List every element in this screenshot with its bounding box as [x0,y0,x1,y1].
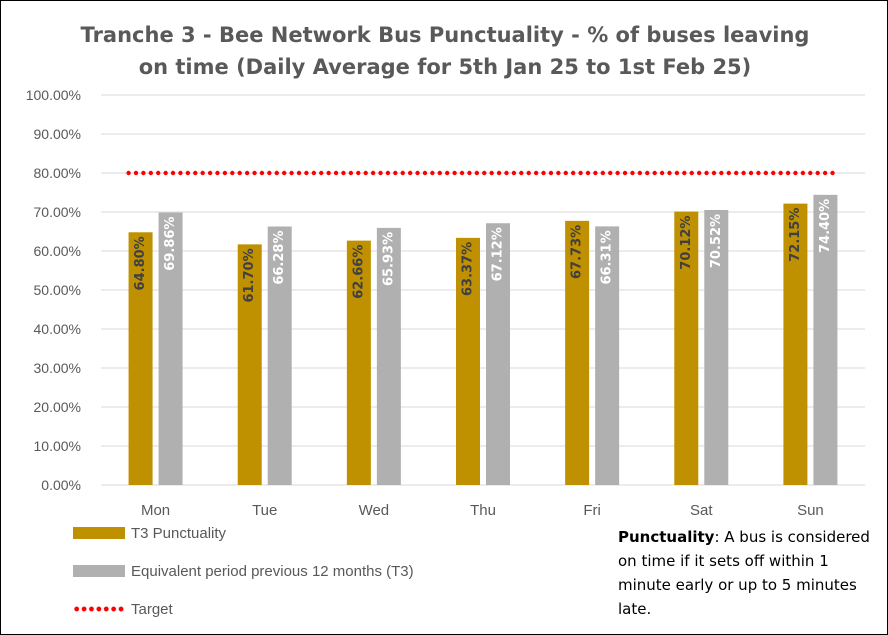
data-label-previous-thu: 67.12% [491,227,506,281]
bar-t3-thu [456,237,480,485]
note-term: Punctuality [618,528,715,546]
y-tick-label: 70.00% [34,204,81,220]
data-labels: 64.80% 69.86% 61.70% 66.28% 62.66% 65.93% 63.3… [133,199,833,303]
y-tick-label: 100.00% [26,87,81,103]
legend-label-previous: Equivalent period previous 12 months (T3… [131,562,414,580]
x-axis-category-labels: Mon Tue Wed Thu Fri Sat Sun [141,502,824,519]
legend-swatch-t3 [73,527,125,539]
gridlines [101,94,865,486]
bar-previous-thu [486,223,510,485]
y-tick-label: 90.00% [34,126,81,142]
bar-previous-sat [704,209,729,486]
y-tick-label: 60.00% [34,243,81,259]
data-label-t3-fri: 67.73% [570,225,585,279]
bars [128,194,838,486]
legend-item-previous: Equivalent period previous 12 months (T3… [73,561,414,581]
chart-title-line-1: Tranche 3 - Bee Network Bus Punctuality … [80,23,810,47]
data-label-t3-thu: 63.37% [461,242,476,296]
legend-swatch-target [73,606,125,612]
legend-label-t3: T3 Punctuality [131,524,227,542]
bar-t3-wed [346,240,371,485]
data-label-previous-tue: 66.28% [272,231,287,285]
bar-previous-sun [813,194,838,485]
x-category-label: Fri [583,502,601,519]
x-category-label: Mon [141,502,170,519]
note-text: : A bus is considered on time if it sets… [618,528,870,618]
punctuality-note: Punctuality: A bus is considered on time… [618,525,880,621]
data-label-previous-wed: 65.93% [381,232,396,286]
x-category-label: Thu [470,502,496,519]
y-tick-label: 40.00% [34,321,81,337]
x-category-label: Sat [690,502,713,519]
x-category-label: Tue [252,502,277,519]
x-category-label: Sun [797,502,824,519]
data-label-t3-tue: 61.70% [242,248,257,302]
data-label-previous-sat: 70.52% [709,214,724,268]
data-label-t3-sat: 70.12% [679,216,694,270]
legend-item-target: Target [73,599,173,619]
y-axis-tick-labels: 0.00% 10.00% 20.00% 30.00% 40.00% 50.00% 60.00… [26,87,81,493]
bar-previous-tue [267,226,292,485]
y-tick-label: 80.00% [34,165,81,181]
bar-t3-sun [783,203,808,486]
bar-previous-wed [376,227,401,486]
bar-t3-fri [565,220,590,485]
y-tick-label: 0.00% [41,477,81,493]
x-category-label: Wed [359,502,390,519]
bar-previous-fri [595,226,620,486]
y-tick-label: 10.00% [34,438,81,454]
data-label-previous-mon: 69.86% [163,217,178,271]
data-label-t3-wed: 62.66% [351,245,366,299]
legend-label-target: Target [131,600,173,618]
y-tick-label: 50.00% [34,282,81,298]
data-label-t3-mon: 64.80% [133,236,148,290]
chart-title: Tranche 3 - Bee Network Bus Punctuality … [41,19,849,83]
legend-swatch-previous [73,565,125,577]
bar-previous-mon [158,212,183,485]
y-tick-label: 20.00% [34,399,81,415]
legend-item-t3: T3 Punctuality [73,523,226,543]
data-label-t3-sun: 72.15% [788,208,803,262]
y-tick-label: 30.00% [34,360,81,376]
chart-title-line-2: on time (Daily Average for 5th Jan 25 to… [138,55,752,79]
data-label-previous-sun: 74.40% [818,199,833,253]
bar-t3-tue [237,244,262,485]
data-label-previous-fri: 66.31% [600,230,615,284]
bar-t3-mon [128,232,153,485]
bar-t3-sat [674,211,699,486]
